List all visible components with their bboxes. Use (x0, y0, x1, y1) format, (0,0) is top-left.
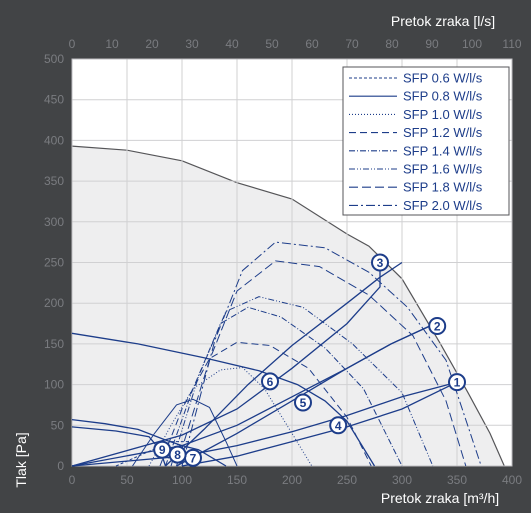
y-tick-label: 100 (44, 378, 64, 392)
system-curve (71, 262, 381, 467)
y-tick-label: 150 (44, 337, 64, 351)
legend-entry: SFP 1.4 W/l/s (403, 143, 483, 158)
sfp-curve (170, 296, 434, 467)
operating-point-label: 9 (159, 443, 166, 457)
y-tick-label: 300 (44, 215, 64, 229)
x2-tick-label: 20 (145, 37, 159, 51)
sfp-curve (159, 341, 372, 467)
x2-tick-label: 70 (345, 37, 359, 51)
operating-point-marker (294, 393, 312, 412)
legend-entry: SFP 0.8 W/l/s (403, 89, 483, 104)
x2-tick-label: 60 (305, 37, 319, 51)
y-axis-label: Tlak [Pa] (13, 432, 29, 487)
x-tick-label: 150 (227, 473, 247, 487)
x-tick-label: 350 (447, 473, 467, 487)
x-tick-label: 400 (502, 473, 522, 487)
operating-point-marker (261, 372, 279, 391)
operating-point-marker (371, 253, 389, 272)
legend-entry: SFP 1.0 W/l/s (403, 107, 483, 122)
x2-tick-label: 50 (265, 37, 279, 51)
x2-tick-label: 100 (462, 37, 482, 51)
operating-point-markers: 1 2 3 4 5 6 789 (153, 253, 466, 467)
operating-point-marker (329, 416, 348, 435)
operating-point-label: 4 (335, 419, 342, 433)
y-tick-label: 350 (44, 174, 64, 188)
x2-tick-label: 80 (385, 37, 399, 51)
legend-entry: SFP 2.0 W/l/s (403, 198, 483, 213)
legend: SFP 0.6 W/l/s SFP 0.8 W/l/s SFP 1.0 W/l/s S… (342, 66, 510, 216)
y-tick-label: 50 (51, 418, 65, 432)
x-tick-label: 250 (337, 473, 357, 487)
system-curve (71, 323, 436, 467)
y-tick-label: 250 (44, 256, 64, 270)
operating-point-label: 3 (377, 256, 384, 270)
x2-tick-label: 10 (105, 37, 119, 51)
x-tick-label: 0 (69, 473, 76, 487)
x-tick-label: 300 (392, 473, 412, 487)
y-tick-label: 0 (57, 459, 64, 473)
legend-box (342, 66, 510, 216)
sfp-curve (176, 260, 467, 467)
y-tick-label: 400 (44, 133, 64, 147)
operating-point-marker (153, 440, 172, 459)
operating-envelope-outline (71, 145, 505, 467)
top-axis-label: Pretok zraka [l/s] (391, 13, 495, 29)
x2-tick-label: 30 (185, 37, 199, 51)
operating-point-marker (448, 373, 466, 392)
x2-tick-label: 110 (502, 37, 521, 51)
operating-point-label: 5 (300, 396, 307, 410)
sfp-curve (132, 398, 238, 467)
operating-point-label: 2 (434, 319, 441, 333)
operating-point-label: 1 (454, 376, 461, 390)
x-tick-label: 200 (282, 473, 302, 487)
x2-tick-label: 0 (69, 37, 76, 51)
operating-point-label: 8 (174, 448, 181, 462)
operating-point-label: 6 (267, 375, 274, 389)
x-tick-label: 100 (172, 473, 192, 487)
y-tick-label: 450 (44, 93, 64, 107)
operating-envelope-area (72, 146, 505, 466)
operating-point-marker (428, 316, 447, 335)
x-tick-label: 50 (120, 473, 134, 487)
sfp-curve (181, 241, 482, 467)
x2-tick-label: 40 (225, 37, 239, 51)
plot-border (71, 58, 513, 467)
legend-entry: SFP 1.2 W/l/s (403, 125, 483, 140)
operating-point-label: 7 (190, 451, 197, 465)
legend-entry: SFP 0.6 W/l/s (403, 71, 483, 86)
y-tick-label: 500 (44, 52, 64, 66)
x2-tick-label: 90 (425, 37, 439, 51)
fan-curve (181, 381, 458, 467)
bottom-axis-label: Pretok zraka [m³/h] (381, 490, 499, 506)
y-tick-label: 200 (44, 296, 64, 310)
legend-entry: SFP 1.8 W/l/s (403, 180, 483, 195)
legend-entry: SFP 1.6 W/l/s (403, 162, 483, 177)
